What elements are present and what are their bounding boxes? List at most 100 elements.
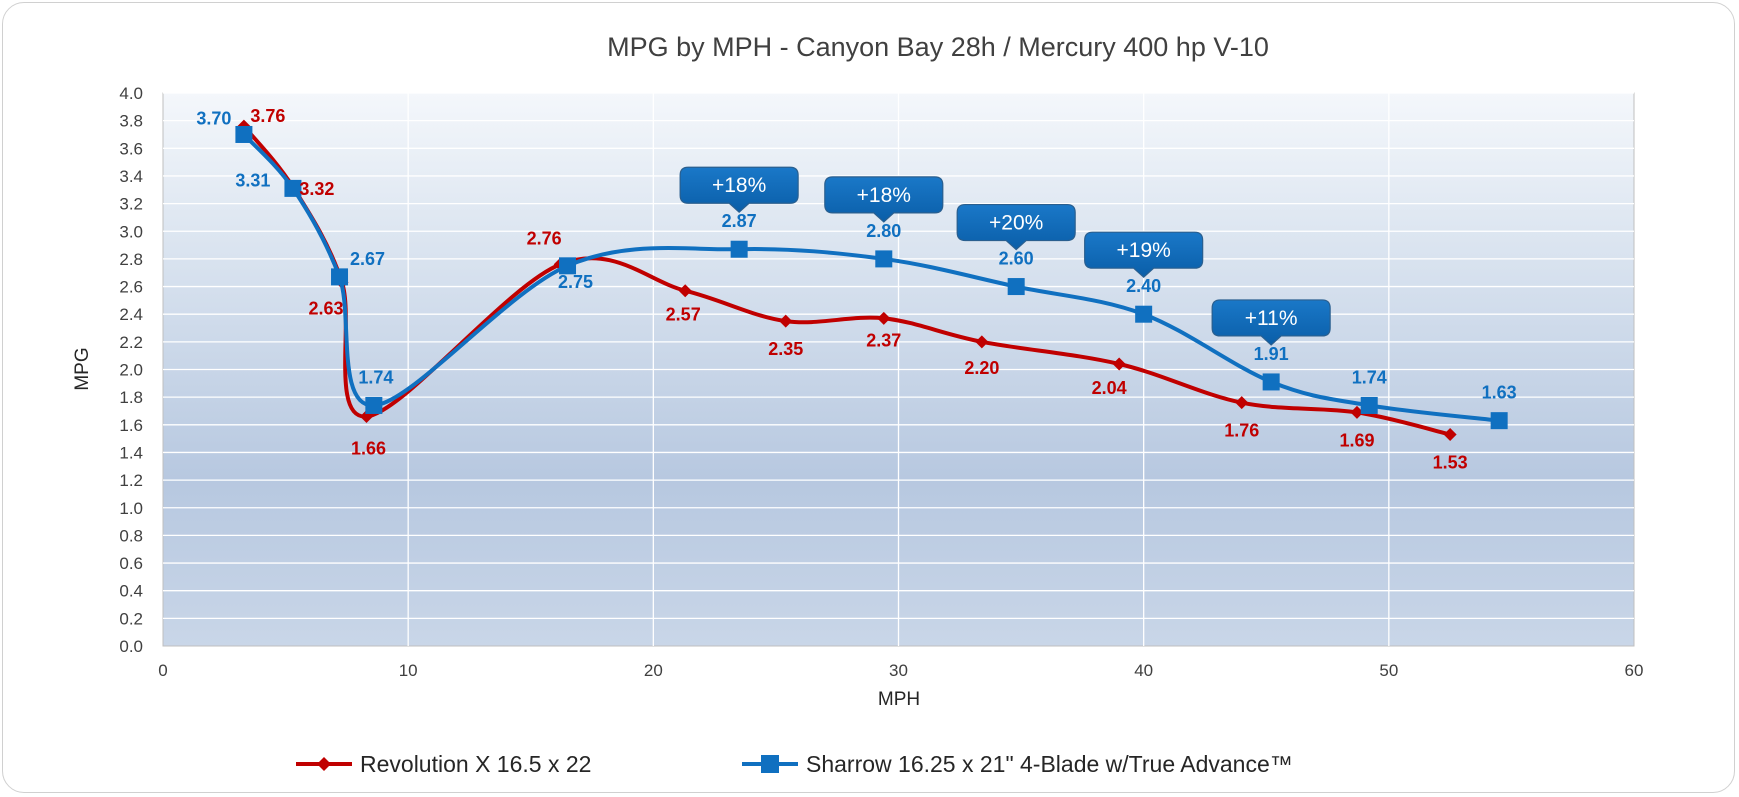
y-tick-label: 0.8 (119, 526, 143, 545)
axis-ticks: 0.0 0.2 0.4 0.6 0.8 1.0 1.2 1.4 1.6 1.8 2.0 2.2 2.4 2… (119, 84, 1643, 680)
y-tick-label: 0.4 (119, 582, 143, 601)
callout-text: +18% (712, 174, 766, 197)
data-label: 2.67 (350, 249, 385, 269)
data-point-square (1007, 278, 1025, 296)
y-tick-label: 3.6 (119, 139, 143, 158)
data-label: 3.70 (196, 108, 231, 128)
y-tick-label: 0.0 (119, 637, 143, 656)
data-point-diamond (1350, 405, 1364, 419)
legend-label: Revolution X 16.5 x 22 (360, 751, 591, 777)
data-label: 2.87 (722, 211, 757, 231)
callout-text: +11% (1245, 307, 1298, 330)
callout-bubble: +20% (956, 203, 1076, 251)
data-label: 2.75 (558, 272, 593, 292)
data-point-square (235, 125, 253, 143)
callout-bubble: +18% (679, 166, 799, 214)
callout-text: +18% (857, 184, 911, 207)
data-label: 2.37 (866, 330, 901, 350)
data-label: 2.20 (964, 358, 999, 378)
data-point-square (365, 396, 383, 414)
data-point-diamond (975, 335, 989, 349)
y-axis-title: MPG (72, 347, 93, 390)
y-tick-label: 0.6 (119, 554, 143, 573)
series-layer (235, 119, 1508, 441)
callout-shape (956, 203, 1076, 251)
x-tick-label: 30 (889, 661, 908, 680)
data-point-square (1262, 373, 1280, 391)
y-tick-label: 0.2 (119, 609, 143, 628)
data-label: 1.74 (1352, 367, 1387, 387)
y-tick-label: 4.0 (119, 84, 143, 103)
y-tick-label: 1.0 (119, 499, 143, 518)
data-point-square (730, 240, 748, 258)
data-point-square (1360, 396, 1378, 414)
data-point-square (284, 179, 302, 197)
data-label: 2.57 (666, 305, 701, 325)
y-tick-label: 3.8 (119, 112, 143, 131)
y-tick-label: 1.8 (119, 388, 143, 407)
callout-shape (679, 166, 799, 214)
data-point-diamond (1112, 357, 1126, 371)
legend-marker (317, 757, 331, 771)
data-label: 3.76 (250, 106, 285, 126)
legend: Revolution X 16.5 x 22 Sharrow 16.25 x 21… (296, 751, 1293, 777)
data-label: 1.66 (351, 439, 386, 459)
data-label: 1.69 (1339, 430, 1374, 450)
x-tick-label: 60 (1625, 661, 1644, 680)
data-label: 1.53 (1433, 452, 1468, 472)
y-tick-label: 2.4 (119, 305, 143, 324)
data-label: 2.60 (999, 249, 1034, 269)
series-sharrow (235, 125, 1508, 430)
callout-bubble: +18% (824, 176, 944, 223)
legend-label: Sharrow 16.25 x 21" 4-Blade w/True Advan… (806, 751, 1293, 777)
x-axis-title: MPH (878, 689, 920, 710)
data-label: 2.35 (768, 339, 803, 359)
data-label: 3.32 (299, 179, 334, 199)
data-label: 2.40 (1126, 276, 1161, 296)
chart-title: MPG by MPH - Canyon Bay 28h / Mercury 40… (607, 32, 1269, 62)
data-point-square (1135, 305, 1153, 323)
x-tick-label: 50 (1379, 661, 1398, 680)
data-point-diamond (1235, 396, 1249, 410)
data-label: 1.91 (1254, 344, 1289, 364)
data-point-diamond (779, 314, 793, 328)
y-tick-label: 2.8 (119, 250, 143, 269)
data-label: 2.63 (308, 298, 343, 318)
data-label: 1.63 (1482, 383, 1517, 403)
callout-shape (824, 176, 944, 223)
y-tick-label: 1.6 (119, 416, 143, 435)
legend-item: Revolution X 16.5 x 22 (296, 751, 591, 777)
data-point-square (559, 257, 577, 275)
y-tick-label: 2.6 (119, 278, 143, 297)
callout-text: +20% (989, 212, 1043, 235)
x-tick-label: 10 (399, 661, 418, 680)
y-tick-label: 3.4 (119, 167, 143, 186)
callout-text: +19% (1117, 239, 1171, 262)
data-point-diamond (678, 284, 692, 298)
data-label: 2.04 (1092, 378, 1127, 398)
y-tick-label: 2.0 (119, 361, 143, 380)
grid-lines (163, 92, 1634, 646)
data-point-diamond (1443, 427, 1457, 441)
y-tick-label: 3.0 (119, 222, 143, 241)
data-label: 1.76 (1224, 421, 1259, 441)
data-label: 2.76 (527, 228, 562, 248)
data-label: 2.80 (866, 221, 901, 241)
callout-bubble: +19% (1084, 231, 1204, 279)
x-tick-label: 20 (644, 661, 663, 680)
data-label: 1.74 (358, 367, 393, 387)
legend-item: Sharrow 16.25 x 21" 4-Blade w/True Advan… (742, 751, 1293, 777)
data-label: 3.31 (235, 170, 270, 190)
callout-shape (1211, 299, 1331, 346)
callouts: +18% +18% +20% +19% +11% (679, 166, 1331, 346)
data-point-square (331, 268, 349, 286)
data-point-square (875, 250, 893, 268)
callout-shape (1084, 231, 1204, 279)
x-tick-label: 40 (1134, 661, 1153, 680)
y-tick-label: 3.2 (119, 195, 143, 214)
x-tick-label: 0 (158, 661, 167, 680)
callout-bubble: +11% (1211, 299, 1331, 346)
legend-marker (761, 755, 779, 773)
data-point-square (1490, 412, 1508, 430)
